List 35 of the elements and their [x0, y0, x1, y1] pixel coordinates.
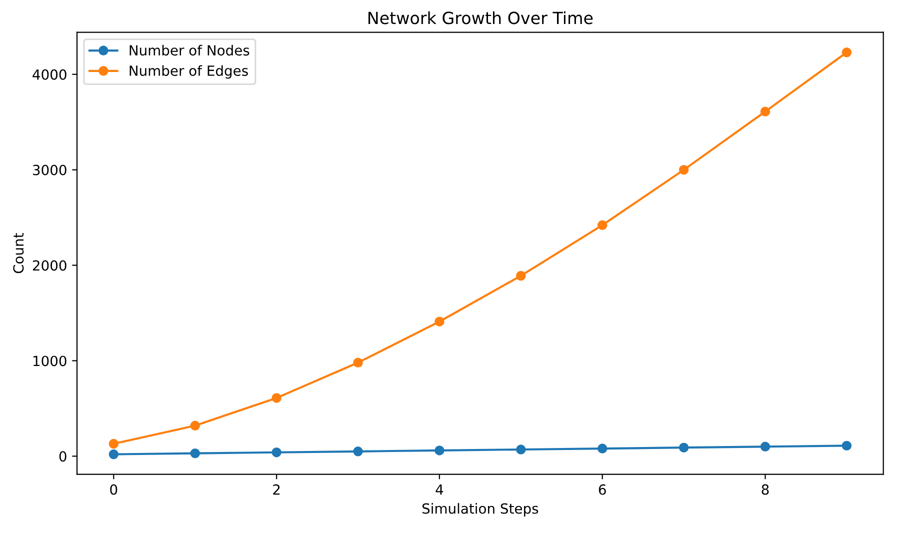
x-tick-label: 8 — [762, 484, 769, 495]
point — [190, 420, 200, 430]
x-tick-label: 2 — [273, 484, 280, 495]
point — [272, 448, 282, 458]
point — [760, 442, 770, 452]
x-axis-title: Simulation Steps — [422, 503, 538, 516]
point — [272, 393, 282, 403]
point — [353, 446, 363, 456]
x-tick-label: 4 — [436, 484, 444, 495]
legend-label: Number of Edges — [130, 65, 248, 79]
point — [760, 106, 770, 116]
point — [434, 446, 444, 456]
point — [597, 444, 608, 454]
point — [434, 316, 444, 326]
y-tick-label: 4000 — [32, 69, 66, 80]
y-tick-label: 1000 — [33, 356, 66, 366]
legend-label: Number of Nodes — [130, 44, 250, 56]
y-tick-label: 2000 — [32, 260, 66, 271]
x-tick-label: 0 — [110, 484, 118, 495]
point — [597, 220, 608, 230]
point — [516, 270, 526, 281]
y-tick-label: 0 — [59, 451, 66, 462]
point — [678, 164, 689, 175]
point — [516, 444, 526, 454]
y-axis-title: Count — [13, 233, 24, 274]
chart-title: Network Growth Over Time — [368, 11, 593, 24]
point — [678, 442, 689, 452]
point — [108, 449, 119, 460]
point — [842, 48, 852, 58]
y-tick-label: 3000 — [33, 164, 66, 176]
point — [842, 440, 852, 451]
x-tick-label: 6 — [598, 484, 606, 495]
point — [353, 358, 363, 368]
point — [108, 438, 119, 449]
point — [190, 448, 200, 458]
